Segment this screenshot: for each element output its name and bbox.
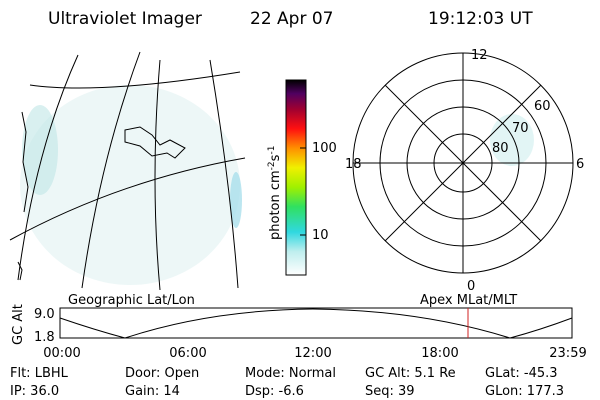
strip-y-tick: 1.8 xyxy=(34,330,55,345)
status-field: Gain: 14 xyxy=(125,384,180,399)
status-field: Door: Open xyxy=(125,366,199,381)
meridian xyxy=(81,51,141,289)
unit: s xyxy=(268,154,283,161)
time: 19:12:03 UT xyxy=(428,9,533,29)
coastline xyxy=(17,261,23,281)
strip-x-tick: 00:00 xyxy=(43,346,80,361)
status-field: Flt: LBHL xyxy=(10,366,69,381)
coastline xyxy=(21,111,29,213)
colorbar-label: photon cm-2s-1 xyxy=(267,146,283,240)
meridian xyxy=(154,59,161,291)
meridian xyxy=(17,54,79,281)
altitude-curve xyxy=(59,308,573,339)
emission-patch xyxy=(22,105,58,195)
spoke xyxy=(384,84,542,242)
colorbar xyxy=(285,79,307,276)
status-field: GC Alt: 5.1 Re xyxy=(365,366,456,381)
strip-title: Geographic Lat/Lon xyxy=(68,293,195,308)
strip-frame xyxy=(59,307,573,339)
exponent: -2 xyxy=(267,161,277,170)
status-field: GLat: -45.3 xyxy=(485,366,558,381)
mlt-label: 12 xyxy=(471,48,488,63)
geo-map xyxy=(9,51,246,291)
coastline xyxy=(124,126,186,159)
status-field: IP: 36.0 xyxy=(10,384,59,399)
strip-x-tick: 23:59 xyxy=(549,346,586,361)
footer: Flt: LBHL Door: Open Mode: Normal GC Alt: 5… xyxy=(10,366,564,399)
mlt-label: 6 xyxy=(576,157,584,172)
emission-patch xyxy=(230,172,242,228)
colorbar-tick-label: 100 xyxy=(312,141,337,156)
lat-label: 80 xyxy=(492,141,509,156)
lat-label: 60 xyxy=(534,99,551,114)
emission-patch xyxy=(490,114,534,166)
strip-x-tick: 12:00 xyxy=(294,346,331,361)
parallel xyxy=(9,157,246,241)
status-field: Seq: 39 xyxy=(365,384,415,399)
date: 22 Apr 07 xyxy=(250,9,333,29)
unit: photon cm xyxy=(268,170,283,240)
emission-haze xyxy=(20,85,240,285)
mlt-label: 0 xyxy=(467,279,475,294)
strip-x-tick: 06:00 xyxy=(169,346,206,361)
status-field: Mode: Normal xyxy=(245,366,336,381)
lat-label: 70 xyxy=(512,121,529,136)
strip-y-tick: 9.0 xyxy=(34,307,55,322)
polar-plot: 60 70 80 12 18 6 0 xyxy=(345,48,584,294)
strip-y-label: GC Alt xyxy=(11,304,26,345)
mlt-label: 18 xyxy=(345,157,362,172)
strip-title: Apex MLat/MLT xyxy=(420,293,517,308)
title: Ultraviolet Imager xyxy=(48,9,202,29)
status-field: GLon: 177.3 xyxy=(485,384,564,399)
status-field: Dsp: -6.6 xyxy=(245,384,304,399)
parallel xyxy=(29,71,241,89)
strip-x-tick: 18:00 xyxy=(421,346,458,361)
colorbar-tick-label: 10 xyxy=(312,228,329,243)
meridian xyxy=(209,59,239,289)
exponent: -1 xyxy=(267,146,277,155)
